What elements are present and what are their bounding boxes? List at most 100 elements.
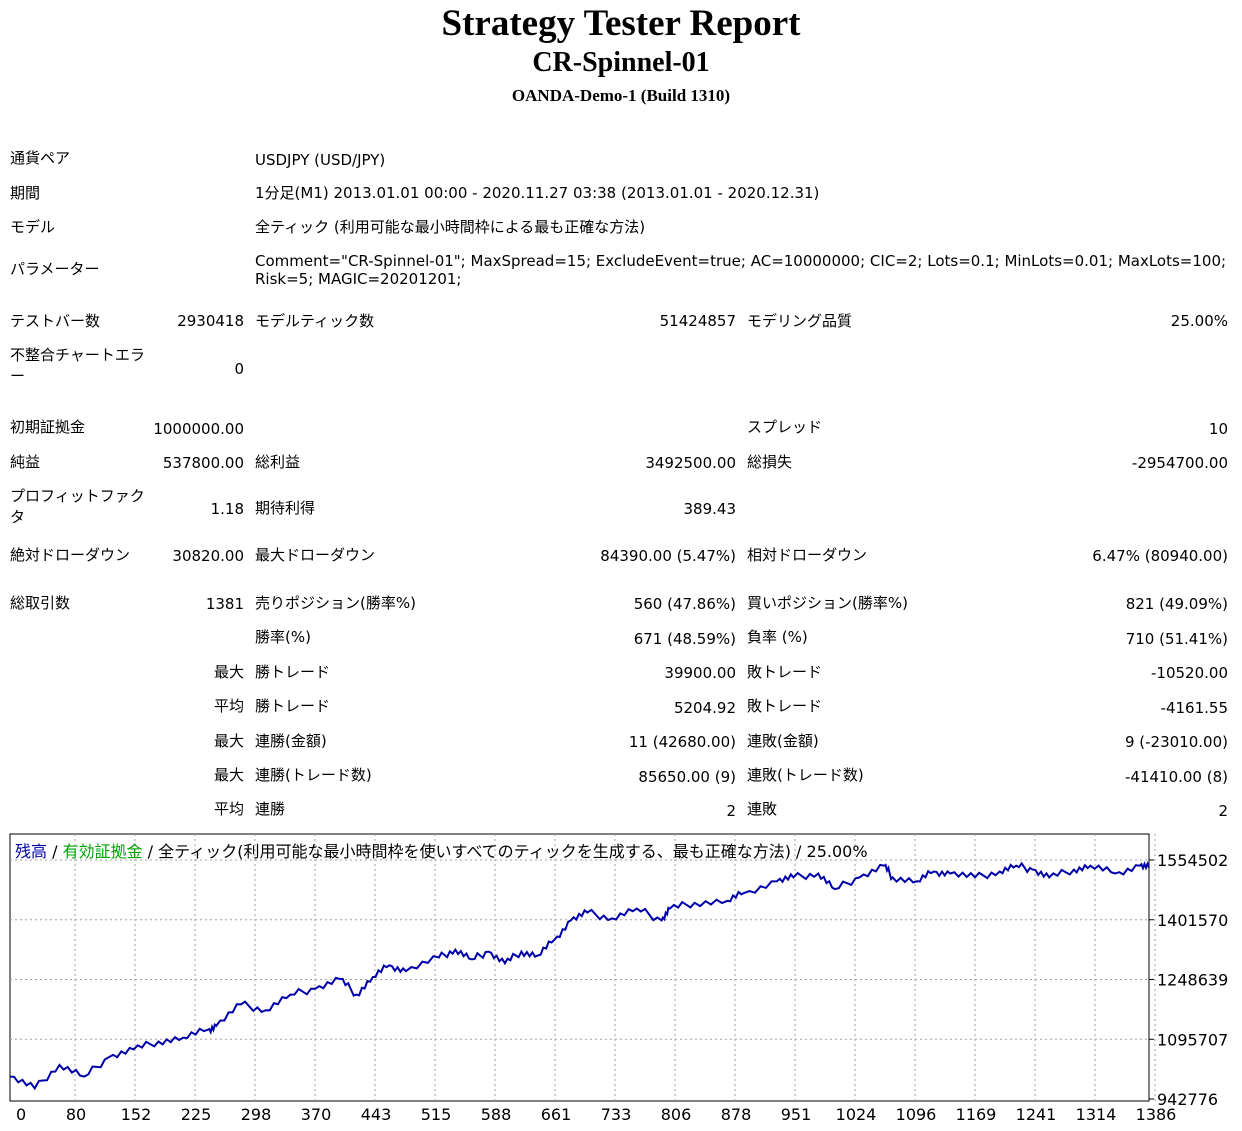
max-consec-profit-label: 連勝(トレード数) bbox=[255, 766, 372, 784]
avg-consec-wins-label: 連勝 bbox=[255, 800, 286, 818]
x-tick-label: 0 bbox=[16, 1105, 26, 1124]
x-tick-label: 806 bbox=[661, 1105, 692, 1124]
x-tick-label: 1169 bbox=[956, 1105, 997, 1124]
max-consec-wins-label: 連勝(金額) bbox=[255, 732, 327, 750]
largest-loss-value: -10520.00 bbox=[1151, 664, 1228, 682]
max-consec-losses-value: 9 (-23010.00) bbox=[1124, 733, 1228, 751]
trades-label: 総取引数 bbox=[10, 594, 71, 612]
gross-loss-label: 総損失 bbox=[747, 453, 793, 471]
legend-separator-2: / bbox=[143, 842, 159, 861]
model-value: 全ティック (利用可能な最小時間枠による最も正確な方法) bbox=[255, 218, 646, 236]
x-tick-label: 878 bbox=[721, 1105, 752, 1124]
x-tick-label: 1314 bbox=[1076, 1105, 1117, 1124]
x-tick-label: 1386 bbox=[1136, 1105, 1177, 1124]
average-loss-value: -4161.55 bbox=[1160, 699, 1228, 717]
quality-label: モデリング品質 bbox=[747, 312, 853, 330]
average-win-label: 勝トレード bbox=[255, 697, 331, 715]
mismatch-value: 0 bbox=[234, 360, 244, 378]
y-axis-ticks: 1554502 1401570 1248639 1095707 942776 bbox=[1149, 851, 1228, 1109]
spread-value: 10 bbox=[1208, 420, 1228, 438]
period-label: 期間 bbox=[10, 184, 41, 202]
average-win-value: 5204.92 bbox=[673, 699, 736, 717]
largest-win-value: 39900.00 bbox=[664, 664, 736, 682]
x-tick-label: 80 bbox=[66, 1105, 86, 1124]
payoff-value: 389.43 bbox=[683, 500, 737, 518]
max-consec-wins-value: 11 (42680.00) bbox=[628, 733, 736, 751]
x-tick-label: 515 bbox=[421, 1105, 452, 1124]
gross-profit-label: 総利益 bbox=[255, 453, 301, 471]
deposit-label: 初期証拠金 bbox=[10, 418, 86, 436]
spread-label: スプレッド bbox=[747, 418, 823, 436]
y-tick-label: 1248639 bbox=[1157, 971, 1228, 990]
x-tick-label: 1241 bbox=[1016, 1105, 1057, 1124]
max-consec-profit-label-prefix: 最大 bbox=[213, 766, 244, 784]
avg-consec-wins-value: 2 bbox=[726, 802, 736, 820]
y-tick-label: 942776 bbox=[1157, 1090, 1218, 1109]
series-layer bbox=[9, 860, 1150, 1091]
plot-area bbox=[9, 833, 1150, 1102]
pf-label: プロフィットファクタ bbox=[10, 487, 145, 526]
max-consec-losses-label: 連敗(金額) bbox=[747, 732, 819, 750]
max-dd-label: 最大ドローダウン bbox=[255, 546, 376, 564]
x-axis-ticks: 0 80 152 225 298 370 443 515 588 661 733 806 878 951 1… bbox=[16, 1105, 1176, 1124]
abs-dd-label: 絶対ドローダウン bbox=[10, 546, 131, 564]
largest-loss-label: 敗トレード bbox=[747, 663, 823, 681]
avg-consec-label: 平均 bbox=[213, 800, 244, 818]
win-value: 671 (48.59%) bbox=[633, 630, 736, 648]
ticks-value: 51424857 bbox=[659, 312, 736, 330]
short-label: 売りポジション(勝率%) bbox=[255, 594, 416, 612]
bars-label: テストバー数 bbox=[10, 312, 101, 330]
net-value: 537800.00 bbox=[162, 454, 244, 472]
gross-profit-value: 3492500.00 bbox=[645, 454, 736, 472]
symbol-value: USDJPY (USD/JPY) bbox=[255, 151, 386, 169]
pf-value: 1.18 bbox=[210, 500, 244, 518]
gross-loss-value: -2954700.00 bbox=[1131, 454, 1228, 472]
legend-description: 全ティック(利用可能な最小時間枠を使いすべてのティックを生成する、最も正確な方法… bbox=[158, 842, 867, 861]
legend-separator-1: / bbox=[47, 842, 63, 861]
x-tick-label: 370 bbox=[301, 1105, 332, 1124]
x-tick-label: 443 bbox=[361, 1105, 392, 1124]
largest-label: 最大 bbox=[213, 663, 244, 681]
balance-line bbox=[9, 860, 1150, 1091]
trades-value: 1381 bbox=[205, 595, 244, 613]
x-tick-label: 1096 bbox=[896, 1105, 937, 1124]
x-tick-label: 298 bbox=[241, 1105, 272, 1124]
report-title: Strategy Tester Report bbox=[441, 3, 801, 44]
chart-legend: 残高 / 有効証拠金 / 全ティック(利用可能な最小時間枠を使いすべてのティック… bbox=[15, 842, 868, 861]
ea-name: CR-Spinnel-01 bbox=[532, 47, 710, 78]
largest-win-label: 勝トレード bbox=[255, 663, 331, 681]
loss-label: 負率 (%) bbox=[747, 628, 808, 646]
params-line2: Risk=5; MAGIC=20201201; bbox=[255, 270, 462, 288]
x-tick-label: 951 bbox=[781, 1105, 812, 1124]
x-tick-label: 1024 bbox=[836, 1105, 877, 1124]
mismatch-label: 不整合チャートエラー bbox=[10, 346, 145, 385]
quality-value: 25.00% bbox=[1170, 312, 1228, 330]
abs-dd-value: 30820.00 bbox=[172, 547, 244, 565]
server-build: OANDA-Demo-1 (Build 1310) bbox=[511, 86, 731, 105]
deposit-value: 1000000.00 bbox=[153, 420, 244, 438]
average-loss-label: 敗トレード bbox=[747, 697, 823, 715]
params-line1: Comment="CR-Spinnel-01"; MaxSpread=15; E… bbox=[255, 252, 1227, 270]
bars-value: 2930418 bbox=[177, 312, 244, 330]
long-label: 買いポジション(勝率%) bbox=[747, 594, 908, 612]
x-tick-label: 588 bbox=[481, 1105, 512, 1124]
net-label: 純益 bbox=[10, 453, 41, 471]
y-tick-label: 1554502 bbox=[1157, 851, 1228, 870]
win-label: 勝率(%) bbox=[255, 628, 311, 646]
loss-value: 710 (51.41%) bbox=[1125, 630, 1228, 648]
legend-equity: 有効証拠金 bbox=[63, 842, 143, 861]
rel-dd-value: 6.47% (80940.00) bbox=[1092, 547, 1228, 565]
max-consec-profit-value: 85650.00 (9) bbox=[638, 768, 736, 786]
y-tick-label: 1095707 bbox=[1157, 1030, 1228, 1049]
long-value: 821 (49.09%) bbox=[1125, 595, 1228, 613]
symbol-label: 通貨ペア bbox=[10, 149, 71, 167]
period-value: 1分足(M1) 2013.01.01 00:00 - 2020.11.27 03… bbox=[255, 184, 820, 202]
y-tick-label: 1401570 bbox=[1157, 911, 1228, 930]
avg-consec-losses-value: 2 bbox=[1218, 802, 1228, 820]
short-value: 560 (47.86%) bbox=[633, 595, 736, 613]
max-consec-loss-value: -41410.00 (8) bbox=[1124, 768, 1228, 786]
x-tick-label: 225 bbox=[181, 1105, 212, 1124]
payoff-label: 期待利得 bbox=[255, 499, 316, 517]
average-label: 平均 bbox=[213, 697, 244, 715]
model-label: モデル bbox=[10, 218, 56, 236]
